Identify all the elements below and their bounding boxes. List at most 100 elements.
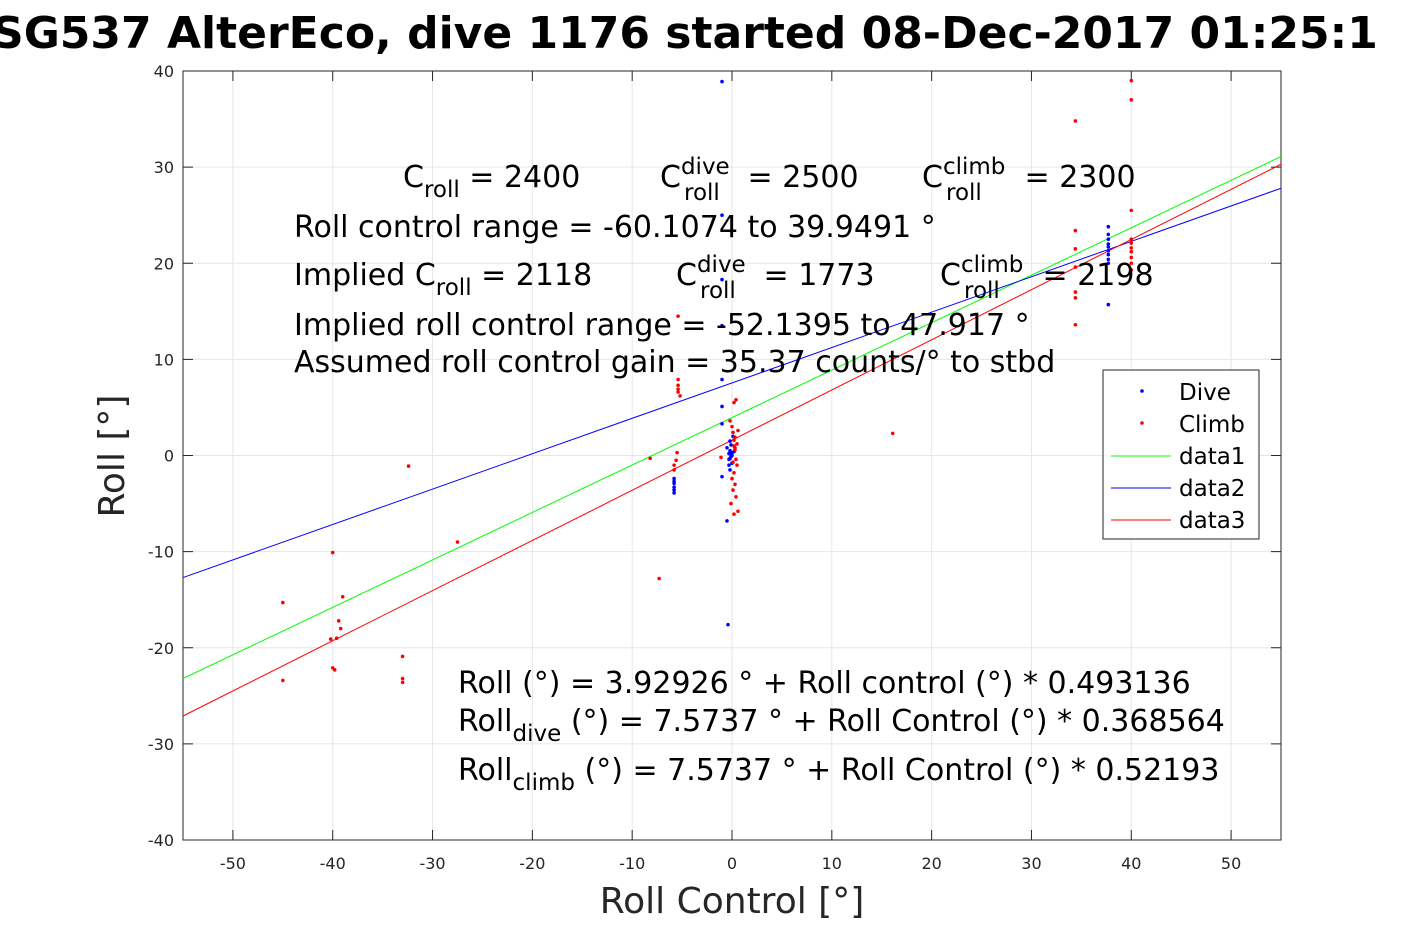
point-climb bbox=[672, 463, 676, 467]
annot-c-roll-climb: Cclimb roll = 2300 bbox=[922, 154, 1136, 206]
point-climb bbox=[735, 442, 739, 446]
point-climb bbox=[336, 619, 341, 623]
point-climb bbox=[732, 512, 736, 516]
point-climb bbox=[734, 457, 738, 462]
y-axis-label: Roll [°] bbox=[92, 395, 133, 518]
point-climb bbox=[732, 400, 736, 405]
point-climb bbox=[1073, 296, 1078, 300]
point-dive bbox=[1106, 252, 1111, 257]
x-tick-label: -40 bbox=[320, 854, 346, 873]
y-tick-label: 20 bbox=[154, 254, 174, 273]
chart-title: SG537 AlterEco, dive 1176 started 08-Dec… bbox=[0, 8, 1378, 59]
legend-box bbox=[1102, 369, 1260, 540]
point-dive bbox=[720, 377, 724, 382]
y-tick-label: 10 bbox=[154, 350, 174, 369]
point-climb bbox=[1129, 241, 1134, 245]
point-dive bbox=[720, 79, 724, 84]
x-tick-label: -10 bbox=[619, 854, 645, 873]
annot-c-roll-dive: Cdive roll = 2500 bbox=[660, 154, 859, 206]
point-climb bbox=[400, 680, 405, 685]
point-climb bbox=[657, 576, 661, 581]
y-tick-label: -40 bbox=[148, 831, 174, 850]
annot-fit-all: Roll (°) = 3.92926 ° + Roll control (°) … bbox=[458, 666, 1191, 701]
point-climb bbox=[733, 446, 737, 450]
point-climb bbox=[734, 397, 738, 402]
x-tick-label: 20 bbox=[921, 854, 941, 873]
point-dive bbox=[720, 213, 724, 217]
y-tick-label: -20 bbox=[148, 639, 174, 658]
point-climb bbox=[730, 476, 734, 481]
point-dive bbox=[727, 463, 731, 467]
y-tick-label: 30 bbox=[154, 158, 174, 177]
x-tick-label: 50 bbox=[1221, 854, 1241, 873]
legend: Dive Climb data1 data2 data3 bbox=[1102, 369, 1260, 540]
point-climb bbox=[676, 387, 680, 391]
annot-roll-control-range: Roll control range = -60.1074 to 39.9491… bbox=[294, 210, 936, 245]
point-dive bbox=[725, 519, 729, 523]
point-dive bbox=[1106, 245, 1111, 249]
point-climb bbox=[890, 431, 895, 436]
point-climb bbox=[400, 676, 405, 681]
point-dive bbox=[729, 454, 733, 459]
point-dive bbox=[1106, 248, 1111, 253]
point-climb bbox=[1073, 265, 1078, 269]
point-climb bbox=[676, 314, 680, 318]
annot-c-roll: Croll = 2400 bbox=[403, 160, 580, 203]
point-climb bbox=[1129, 246, 1134, 250]
legend-label-data2: data2 bbox=[1179, 476, 1245, 502]
point-climb bbox=[328, 637, 333, 641]
x-tick-label: 30 bbox=[1021, 854, 1041, 873]
point-climb bbox=[1129, 208, 1134, 213]
point-dive bbox=[726, 622, 730, 627]
legend-marker-climb bbox=[1140, 421, 1144, 425]
point-climb bbox=[1129, 78, 1134, 83]
point-dive bbox=[720, 474, 724, 479]
annot-gain: Assumed roll control gain = 35.37 counts… bbox=[294, 345, 1055, 380]
point-dive bbox=[730, 450, 734, 455]
point-climb bbox=[731, 488, 735, 492]
point-dive bbox=[672, 488, 676, 492]
x-tick-label: 40 bbox=[1121, 854, 1141, 873]
y-tick-label: -30 bbox=[148, 735, 174, 754]
point-climb bbox=[1073, 119, 1078, 123]
point-climb bbox=[281, 600, 285, 605]
point-climb bbox=[674, 458, 678, 463]
point-climb bbox=[340, 595, 345, 599]
legend-label-data1: data1 bbox=[1179, 444, 1245, 470]
point-dive bbox=[672, 491, 676, 495]
series-line-data1 bbox=[182, 156, 1282, 679]
point-climb bbox=[676, 383, 680, 388]
x-tick-label: -20 bbox=[519, 854, 545, 873]
axis-ticks: -50 -40 -30 -20 -10 0 10 20 30 40 50 -40 -30 -20 -10 0 1… bbox=[148, 62, 1281, 873]
series-line-data2 bbox=[182, 187, 1282, 579]
point-dive bbox=[672, 485, 676, 490]
point-dive bbox=[672, 479, 676, 484]
point-climb bbox=[1129, 237, 1134, 242]
point-climb bbox=[400, 654, 405, 659]
point-climb bbox=[719, 455, 723, 460]
y-tick-label: 0 bbox=[164, 447, 174, 466]
point-climb bbox=[332, 668, 337, 672]
point-climb bbox=[672, 468, 676, 472]
point-climb bbox=[334, 636, 339, 640]
point-dive bbox=[1106, 302, 1111, 307]
point-dive bbox=[728, 468, 732, 472]
point-dive bbox=[727, 451, 731, 456]
point-climb bbox=[676, 377, 680, 382]
point-dive bbox=[720, 421, 724, 426]
legend-label-dive: Dive bbox=[1179, 380, 1231, 406]
point-dive bbox=[720, 323, 724, 328]
x-tick-label: -50 bbox=[220, 854, 246, 873]
point-climb bbox=[648, 456, 652, 461]
x-tick-label: 10 bbox=[822, 854, 842, 873]
point-climb bbox=[1129, 98, 1134, 102]
point-climb bbox=[1129, 261, 1134, 266]
point-climb bbox=[1073, 228, 1078, 233]
point-climb bbox=[1073, 322, 1078, 327]
x-tick-label: 0 bbox=[727, 854, 737, 873]
legend-marker-dive bbox=[1140, 389, 1144, 393]
point-climb bbox=[281, 678, 285, 683]
point-dive bbox=[1106, 257, 1111, 262]
annot-implied-c-roll: Implied Croll = 2118 bbox=[294, 258, 592, 301]
y-tick-label: 40 bbox=[154, 62, 174, 81]
